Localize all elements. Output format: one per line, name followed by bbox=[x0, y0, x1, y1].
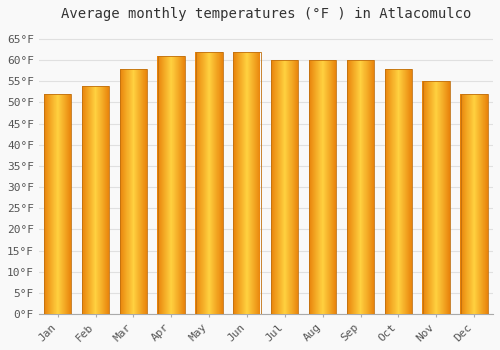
Title: Average monthly temperatures (°F ) in Atlacomulco: Average monthly temperatures (°F ) in At… bbox=[60, 7, 471, 21]
